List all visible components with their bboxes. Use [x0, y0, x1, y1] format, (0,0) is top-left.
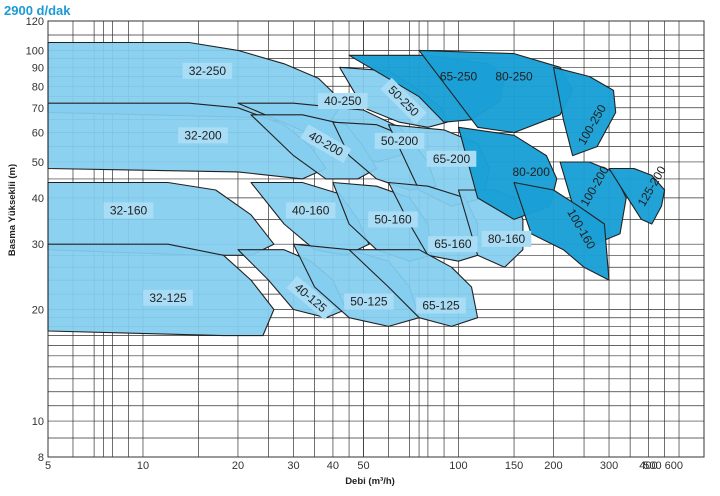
zone-label-group: 32-200 — [178, 127, 228, 144]
zone-label-box — [178, 127, 228, 144]
y-tick-label: 20 — [32, 304, 44, 316]
zone-label-box — [426, 150, 477, 167]
zone-label-group: 65-200 — [426, 150, 477, 167]
zone-label: 65-125 — [422, 299, 460, 313]
zone-label-group: 32-250 — [182, 62, 233, 79]
zone-label-group: 32-160 — [103, 202, 154, 219]
zone-label: 32-160 — [110, 203, 148, 217]
zone-label-box — [143, 289, 193, 306]
y-tick-label: 40 — [32, 193, 44, 205]
zone-label-group: 80-160 — [481, 230, 532, 247]
x-tick-label: 200 — [544, 460, 562, 472]
zone-label-group: 50-125 — [344, 293, 394, 310]
zone-label: 65-160 — [434, 237, 472, 251]
x-tick-label: 40 — [327, 460, 339, 472]
zone-label: 80-250 — [495, 70, 533, 84]
zone-label: 50-200 — [381, 134, 419, 148]
zone-label-box — [285, 202, 336, 219]
x-axis-title: Debi (m³/h) — [345, 476, 395, 487]
zone-area — [608, 167, 666, 225]
y-tick-label: 70 — [32, 103, 44, 115]
y-tick-label: 10 — [32, 416, 44, 428]
zone-label-group: 40-250 — [318, 93, 368, 109]
zone-label-box — [286, 275, 335, 320]
x-tick-label: 50 — [357, 460, 369, 472]
zone-label: 80-200 — [513, 165, 551, 179]
zone-label-group: 32-125 — [143, 289, 193, 306]
zone-label-group: 80-250 — [495, 70, 533, 84]
zone-label: 32-200 — [184, 128, 222, 142]
y-tick-label: 120 — [26, 16, 44, 28]
zone-label-group: 65-250 — [440, 70, 478, 84]
x-tick-label: 100 — [449, 460, 467, 472]
zone-label-box — [380, 77, 427, 125]
zone-label-box — [344, 293, 394, 310]
zone-area — [513, 181, 610, 281]
x-tick-label: 150 — [505, 460, 523, 472]
y-tick-label: 80 — [32, 81, 44, 93]
zone-label-box — [318, 93, 368, 109]
zone-label-group: 50-160 — [368, 211, 418, 228]
zone-label-box — [368, 211, 418, 228]
zone-label-box — [416, 297, 466, 314]
zone-label-box — [374, 132, 425, 149]
y-axis-title: Basma Yükseklii (m) — [7, 164, 18, 256]
zone-label-group: 50-200 — [374, 132, 425, 149]
y-tick-label: 50 — [32, 157, 44, 169]
x-tick-label: 30 — [287, 460, 299, 472]
zone-100-250 — [552, 66, 617, 157]
zone-125-200 — [608, 167, 666, 225]
y-tick-label: 90 — [32, 62, 44, 74]
zone-label: 40-160 — [292, 203, 330, 217]
zone-label: 50-125 — [350, 295, 388, 309]
zone-label: 40-250 — [324, 94, 362, 108]
zone-100-160 — [513, 181, 610, 281]
x-tick-label: 400 — [639, 460, 657, 472]
zone-label: 32-250 — [189, 64, 227, 78]
x-tick-label: 5 — [45, 460, 51, 472]
x-tick-label: 10 — [137, 460, 149, 472]
x-tick-label: 300 — [600, 460, 618, 472]
zone-label-group: 65-160 — [428, 236, 478, 253]
zone-area — [552, 66, 617, 157]
zone-label-box — [428, 236, 478, 253]
zone-label: 80-160 — [488, 232, 526, 246]
speed-title: 2900 d/dak — [4, 3, 71, 18]
x-tick-label: 500 600 — [643, 460, 683, 472]
zone-label-group: 80-200 — [513, 165, 551, 179]
zone-label-box — [481, 230, 532, 247]
zone-label: 50-160 — [374, 212, 412, 226]
zone-label: 32-125 — [149, 291, 187, 305]
zone-label: 65-250 — [440, 70, 478, 84]
y-tick-label: 60 — [32, 128, 44, 140]
zone-label-box — [103, 202, 154, 219]
zone-label-group: 40-160 — [285, 202, 336, 219]
zone-label-box — [182, 62, 233, 79]
y-tick-label: 8 — [38, 452, 44, 464]
y-tick-label: 30 — [32, 239, 44, 251]
zone-label: 65-200 — [433, 152, 471, 166]
zone-label-box — [300, 124, 352, 164]
y-tick-label: 100 — [26, 45, 44, 57]
x-tick-label: 20 — [232, 460, 244, 472]
zone-label-group: 65-125 — [416, 297, 466, 314]
